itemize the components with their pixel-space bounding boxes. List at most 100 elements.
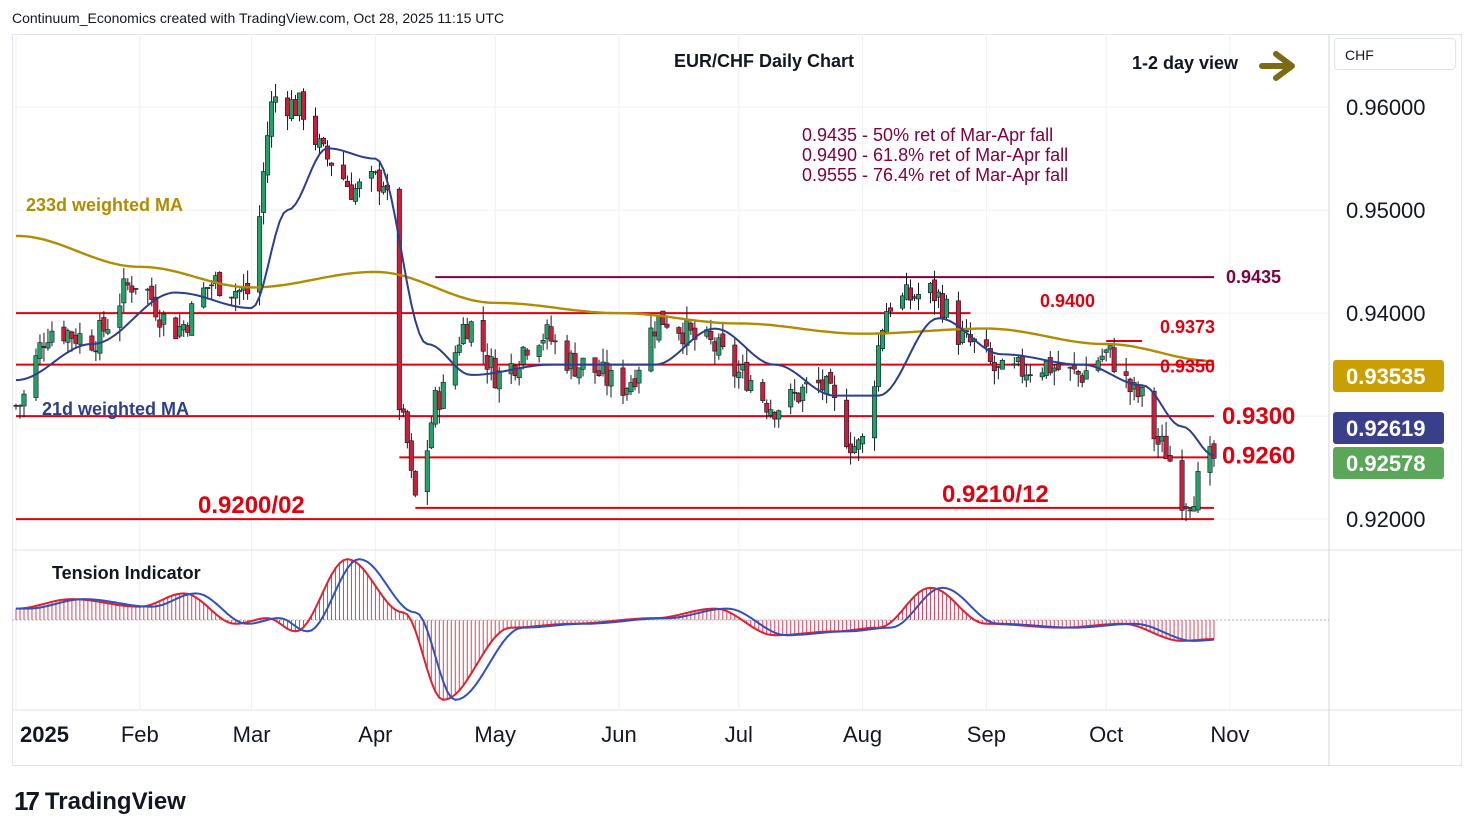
currency-selector[interactable]: CHF	[1334, 38, 1456, 70]
candle-body	[261, 171, 267, 213]
candle-body	[301, 91, 307, 120]
level-label-4: 0.9300	[1222, 403, 1295, 430]
candle-body	[233, 290, 239, 299]
price-tags: 0.93535 0.92619 0.92578	[1333, 360, 1444, 479]
price-tag-label: 0.93535	[1346, 364, 1426, 389]
chart-labels: 0.9435 0.9400 0.9373 0.9350 0.9300 0.9260 0.92…	[198, 267, 1295, 519]
candle-body	[408, 440, 414, 471]
candle-body	[1075, 371, 1081, 375]
candle-body	[468, 321, 474, 343]
candle-body	[376, 169, 382, 192]
candle-body	[412, 471, 418, 496]
candle-body	[121, 278, 127, 304]
candle-body	[133, 288, 139, 290]
candle-body	[1095, 360, 1101, 371]
candle-body	[1123, 371, 1129, 376]
candle-body	[915, 294, 921, 300]
candle-body	[424, 450, 430, 492]
candle-body	[884, 311, 890, 333]
y-tick-label: 0.96000	[1346, 95, 1426, 120]
candle-body	[908, 287, 914, 301]
x-tick-label: Nov	[1210, 722, 1249, 747]
candle-body	[45, 342, 51, 349]
candle-body	[1139, 386, 1145, 397]
candle-body	[520, 346, 526, 365]
candle-body	[21, 393, 27, 407]
candle-body	[736, 371, 742, 379]
candle-body	[312, 115, 318, 145]
candle-body	[105, 329, 111, 334]
candle-body	[496, 370, 502, 390]
ma233-line	[15, 234, 1214, 363]
candle-body	[273, 96, 279, 103]
candle-body	[828, 372, 834, 384]
price-tag-label: 0.92578	[1346, 451, 1426, 476]
level-label-0: 0.9435	[1226, 267, 1281, 287]
candle-body	[440, 381, 446, 409]
candle-body	[792, 391, 798, 394]
candle-body	[324, 145, 330, 160]
candle-body	[177, 326, 183, 337]
moving-averages	[15, 147, 1215, 457]
candle-body	[955, 300, 961, 345]
price-tag-label: 0.92619	[1346, 416, 1426, 441]
candle-body	[328, 162, 334, 166]
candle-body	[265, 135, 271, 176]
candle-body	[77, 333, 83, 345]
candle-body	[983, 339, 989, 347]
candle-body	[1151, 390, 1157, 440]
candle-body	[608, 370, 614, 387]
candle-body	[97, 320, 103, 354]
tension-indicator	[15, 558, 1215, 701]
candle-body	[1027, 374, 1033, 376]
right-arrow-icon	[1259, 51, 1295, 81]
chart-title: EUR/CHF Daily Chart	[674, 51, 854, 71]
candle-body	[943, 298, 949, 318]
candle-body	[1103, 349, 1109, 353]
ma233-label: 233d weighted MA	[26, 195, 183, 215]
candle-body	[1211, 443, 1217, 459]
grid-lines	[12, 34, 1462, 766]
candle-body	[149, 285, 155, 300]
candle-body	[480, 320, 486, 352]
level-label-1: 0.9400	[1040, 291, 1095, 311]
candle-body	[900, 295, 906, 309]
candle-body	[1011, 363, 1017, 366]
candle-body	[1179, 460, 1185, 511]
candle-body	[428, 422, 434, 449]
candle-body	[49, 330, 55, 343]
candle-body	[800, 386, 806, 401]
candle-body	[356, 181, 362, 189]
chart-attribution: Continuum_Economics created with Trading…	[12, 10, 505, 26]
price-tag-bg	[1333, 412, 1444, 444]
candle-body	[153, 296, 159, 318]
level-label-5: 0.9260	[1222, 442, 1295, 469]
candle-body	[628, 382, 634, 393]
candle-body	[1163, 435, 1169, 460]
level-label-2: 0.9373	[1160, 317, 1215, 337]
candle-body	[888, 307, 894, 312]
x-tick-label: Sep	[967, 722, 1006, 747]
candle-body	[101, 317, 107, 332]
candle-body	[620, 367, 626, 396]
tradingview-logo[interactable]: 17 TradingView	[14, 786, 186, 817]
candle-body	[1047, 357, 1053, 374]
candle-body	[720, 333, 726, 347]
candle-body	[452, 352, 458, 386]
ma21-line	[15, 147, 1215, 457]
candle-body	[404, 411, 410, 444]
tradingview-mark-icon: 17	[14, 786, 40, 816]
candle-body	[832, 384, 838, 399]
candle-body	[400, 408, 406, 413]
tradingview-wordmark: TradingView	[44, 787, 186, 815]
x-tick-label: 2025	[20, 722, 69, 747]
x-tick-label: Oct	[1089, 722, 1123, 747]
candle-body	[872, 386, 878, 439]
candle-body	[368, 170, 374, 179]
candle-body	[931, 279, 937, 302]
candle-body	[692, 327, 698, 340]
price-axis: 0.96000 0.95000 0.94000 0.92000	[1346, 95, 1426, 532]
candle-body	[524, 349, 530, 356]
candle-body	[876, 345, 882, 387]
